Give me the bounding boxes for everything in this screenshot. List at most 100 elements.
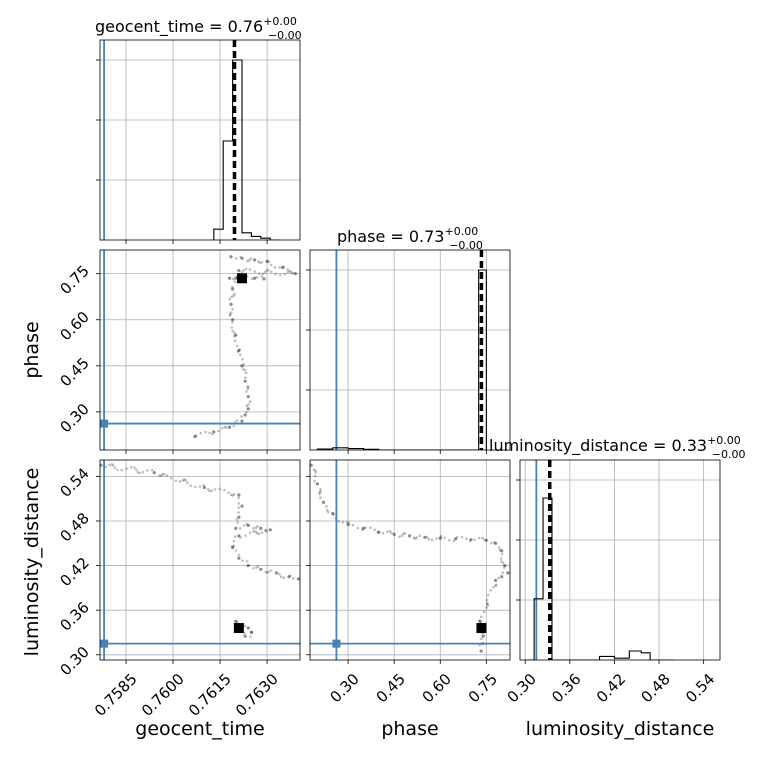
scatter-point: [231, 307, 234, 311]
scatter-point: [332, 513, 336, 516]
scatter-point: [231, 287, 235, 291]
panel-frame: [99, 39, 301, 241]
scatter-point: [506, 571, 510, 575]
scatter-point: [235, 419, 239, 422]
scatter-point: [438, 536, 442, 540]
scatter-point: [220, 426, 224, 430]
scatter-point: [265, 530, 268, 533]
panel-frame: [99, 459, 301, 661]
scatter-point: [493, 541, 498, 545]
scatter-point: [282, 265, 286, 269]
scatter-point: [465, 537, 468, 541]
scatter-points: [100, 250, 300, 450]
scatter-point: [281, 265, 285, 270]
scatter-point: [493, 541, 496, 544]
scatter-point: [265, 571, 269, 574]
scatter-point: [240, 415, 243, 418]
ylabel-luminosity-distance: luminosity_distance: [21, 468, 43, 657]
scatter-point: [364, 526, 367, 530]
scatter-point: [296, 577, 300, 581]
tick-label-y: 0.60: [56, 308, 92, 344]
scatter-point: [250, 630, 253, 634]
scatter-points: [310, 460, 510, 660]
scatter-point: [242, 363, 245, 366]
panel-luminosity-distance-vs-phase: 0.30 0.45 0.60 0.75: [306, 459, 511, 706]
scatter-points: [100, 460, 300, 660]
scatter-point: [234, 257, 238, 260]
scatter-point: [247, 403, 250, 406]
scatter-point: [150, 468, 154, 472]
scatter-point: [435, 537, 438, 540]
grid-x: [125, 250, 268, 450]
scatter-point: [257, 532, 261, 536]
scatter-point: [234, 619, 238, 623]
scatter-point: [246, 626, 250, 630]
scatter-point: [120, 468, 124, 472]
scatter-point: [482, 538, 486, 541]
scatter-point: [373, 528, 376, 531]
scatter-point: [240, 256, 244, 260]
scatter-point: [490, 541, 493, 545]
scatter-point: [369, 526, 372, 530]
tick-label-x: 0.7585: [91, 670, 141, 720]
scatter-point: [499, 557, 503, 560]
tick-label-x: 0.75: [465, 670, 501, 706]
scatter-point: [211, 432, 214, 436]
scatter-point: [245, 259, 249, 263]
truth-marker: [332, 639, 341, 648]
scatter-point: [252, 526, 255, 530]
scatter-point: [286, 270, 290, 274]
scatter-point: [255, 276, 259, 279]
scatter-point: [282, 576, 286, 580]
scatter-point: [265, 269, 268, 272]
scatter-point: [174, 479, 178, 483]
scatter-point: [498, 548, 502, 552]
scatter-point: [360, 528, 364, 532]
scatter-point: [447, 538, 451, 542]
scatter-point: [503, 566, 506, 569]
scatter-point: [239, 255, 242, 259]
scatter-point: [237, 506, 241, 509]
scatter-point: [392, 532, 396, 536]
scatter-point: [497, 576, 500, 580]
scatter-point: [263, 270, 267, 274]
scatter-point: [390, 531, 393, 535]
scatter-point: [255, 531, 259, 535]
scatter-point: [227, 491, 230, 494]
scatter-point: [237, 268, 241, 273]
scatter-point: [198, 485, 202, 488]
grid-y: [100, 59, 300, 181]
scatter-point: [242, 269, 245, 272]
scatter-point: [208, 431, 211, 435]
scatter-point: [500, 549, 504, 553]
grid-y: [310, 269, 510, 391]
scatter-point: [240, 504, 244, 508]
scatter-point: [246, 394, 250, 399]
scatter-point: [254, 530, 257, 533]
scatter-point: [243, 368, 247, 372]
scatter-point: [293, 272, 297, 276]
xlabel-phase: phase: [381, 718, 438, 740]
scatter-point: [244, 376, 247, 379]
scatter-point: [238, 348, 241, 351]
scatter-point: [412, 536, 416, 540]
scatter-point: [210, 489, 213, 493]
scatter-point: [238, 353, 242, 356]
scatter-point: [244, 534, 247, 537]
scatter-point: [237, 348, 241, 353]
grid-x: [125, 40, 268, 240]
scatter-point: [237, 502, 241, 505]
scatter-point: [232, 544, 236, 548]
scatter-point: [418, 534, 422, 538]
title-phase: phase = 0.73+0.00 −0.00: [337, 225, 483, 252]
scatter-point: [202, 485, 206, 490]
panel-phase-vs-geocent-time: 0.30 0.45 0.60 0.75: [56, 249, 301, 454]
scatter-point: [246, 384, 250, 388]
scatter-point: [244, 267, 248, 271]
scatter-point: [199, 431, 202, 435]
scatter-point: [477, 536, 481, 540]
scatter-point: [274, 272, 277, 276]
scatter-point: [145, 469, 149, 472]
scatter-point: [228, 297, 232, 301]
scatter-point: [260, 260, 264, 264]
